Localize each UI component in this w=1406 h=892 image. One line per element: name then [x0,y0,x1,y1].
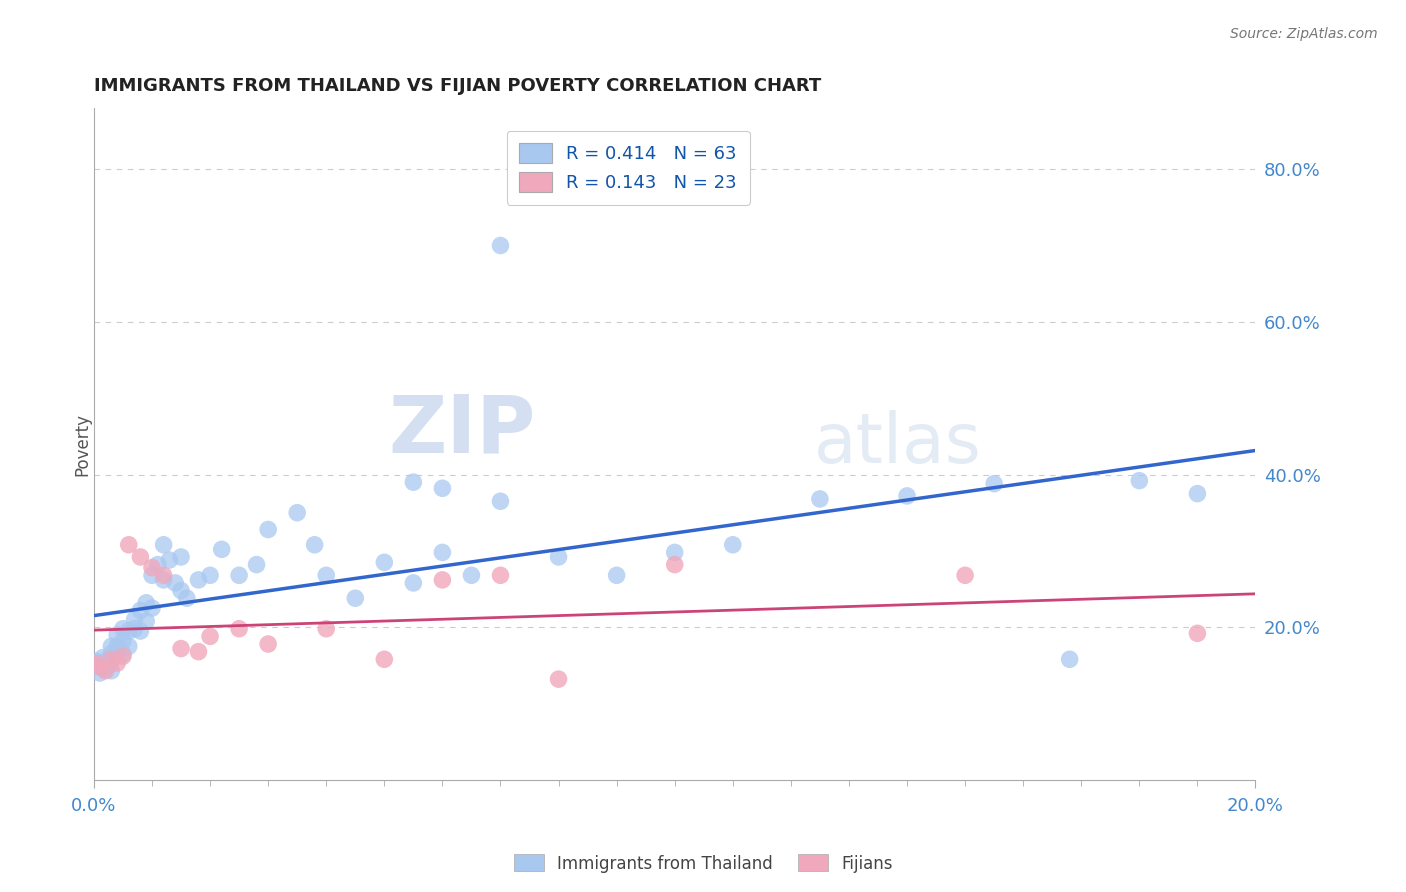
Point [1128,474,1150,488]
Legend: R = 0.414   N = 63, R = 0.143   N = 23: R = 0.414 N = 63, R = 0.143 N = 23 [506,130,749,204]
Text: Source: ZipAtlas.com: Source: ZipAtlas.com [1230,27,1378,41]
Point [111,649,134,664]
Point [111,622,134,636]
Point [105,640,128,654]
Point [1187,626,1209,640]
Legend: Immigrants from Thailand, Fijians: Immigrants from Thailand, Fijians [508,847,898,880]
Point [953,568,976,582]
Point [187,645,209,659]
Point [141,560,163,574]
Point [228,568,250,582]
Point [100,655,122,669]
Point [124,622,146,636]
Y-axis label: Poverty: Poverty [75,412,91,475]
Point [159,553,181,567]
Point [373,652,395,666]
Point [86,655,108,669]
Point [118,538,141,552]
Point [983,476,1005,491]
Point [198,568,221,582]
Point [304,538,326,552]
Text: atlas: atlas [814,410,981,477]
Point [664,545,686,559]
Point [489,238,512,252]
Point [432,573,454,587]
Point [124,613,146,627]
Point [170,641,193,656]
Point [285,506,308,520]
Point [118,640,141,654]
Point [105,645,128,659]
Point [94,655,117,669]
Point [808,491,831,506]
Point [89,660,111,674]
Point [402,475,425,490]
Point [100,640,122,654]
Point [146,558,169,572]
Point [489,568,512,582]
Point [152,568,174,582]
Point [97,658,120,673]
Point [89,666,111,681]
Point [896,489,918,503]
Point [211,542,233,557]
Point [460,568,482,582]
Point [176,591,198,606]
Point [129,603,152,617]
Point [129,549,152,564]
Point [100,664,122,678]
Text: IMMIGRANTS FROM THAILAND VS FIJIAN POVERTY CORRELATION CHART: IMMIGRANTS FROM THAILAND VS FIJIAN POVER… [94,78,821,95]
Point [91,650,114,665]
Text: ZIP: ZIP [388,392,536,469]
Point [606,568,628,582]
Point [152,538,174,552]
Point [118,624,141,638]
Point [170,583,193,598]
Point [373,555,395,569]
Point [129,624,152,638]
Point [547,672,569,686]
Point [664,558,686,572]
Point [547,549,569,564]
Point [315,622,337,636]
Point [245,558,267,572]
Point [228,622,250,636]
Point [187,573,209,587]
Point [111,634,134,648]
Point [141,601,163,615]
Point [100,652,122,666]
Point [315,568,337,582]
Point [111,647,134,661]
Point [152,573,174,587]
Point [432,481,454,495]
Point [402,576,425,591]
Point [135,614,157,628]
Point [94,662,117,676]
Point [344,591,367,606]
Point [100,647,122,661]
Point [170,549,193,564]
Point [721,538,744,552]
Point [135,596,157,610]
Point [257,523,280,537]
Point [89,660,111,674]
Point [198,629,221,643]
Point [105,628,128,642]
Point [86,657,108,671]
Point [257,637,280,651]
Point [432,545,454,559]
Point [94,664,117,678]
Point [105,656,128,670]
Point [489,494,512,508]
Point [1059,652,1081,666]
Point [1187,486,1209,500]
Point [165,576,187,591]
Point [141,568,163,582]
